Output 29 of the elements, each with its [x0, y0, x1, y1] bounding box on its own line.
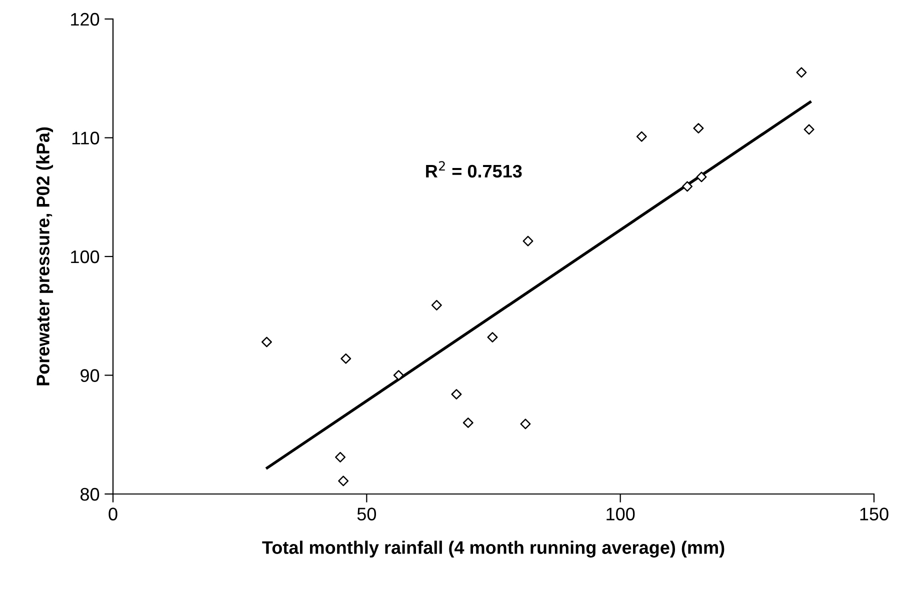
y-tick-label: 90 — [80, 369, 100, 382]
point — [261, 336, 272, 348]
y-tick-label: 110 — [72, 132, 100, 144]
point — [804, 124, 814, 135]
annotation: R$^{2}$ = 0.7513 — [426, 161, 522, 178]
x-tick-label: 50 — [357, 508, 376, 520]
point — [431, 300, 442, 310]
point — [335, 452, 346, 462]
y-tick-label: 80 — [80, 488, 100, 501]
x-tick-label: 150 — [860, 508, 888, 520]
x-tick-label: 100 — [606, 508, 635, 520]
point — [522, 236, 534, 246]
x-tick-label: 0 — [108, 508, 118, 520]
point — [487, 332, 498, 342]
point — [636, 131, 647, 142]
x-axis-title: Total monthly rainfall (4 month running average) (mm) — [262, 540, 724, 558]
point — [693, 123, 704, 134]
y-tick-label: 100 — [71, 250, 100, 264]
point — [451, 389, 462, 400]
point — [682, 181, 693, 192]
y-tick-label: 120 — [71, 12, 100, 26]
point — [796, 67, 807, 78]
point — [696, 172, 707, 182]
point — [520, 418, 531, 430]
point — [338, 476, 349, 486]
point — [393, 370, 404, 380]
point — [340, 353, 352, 364]
point — [462, 418, 474, 428]
y-axis-title: Porewater pressure, P02 (kPa) — [36, 127, 54, 386]
